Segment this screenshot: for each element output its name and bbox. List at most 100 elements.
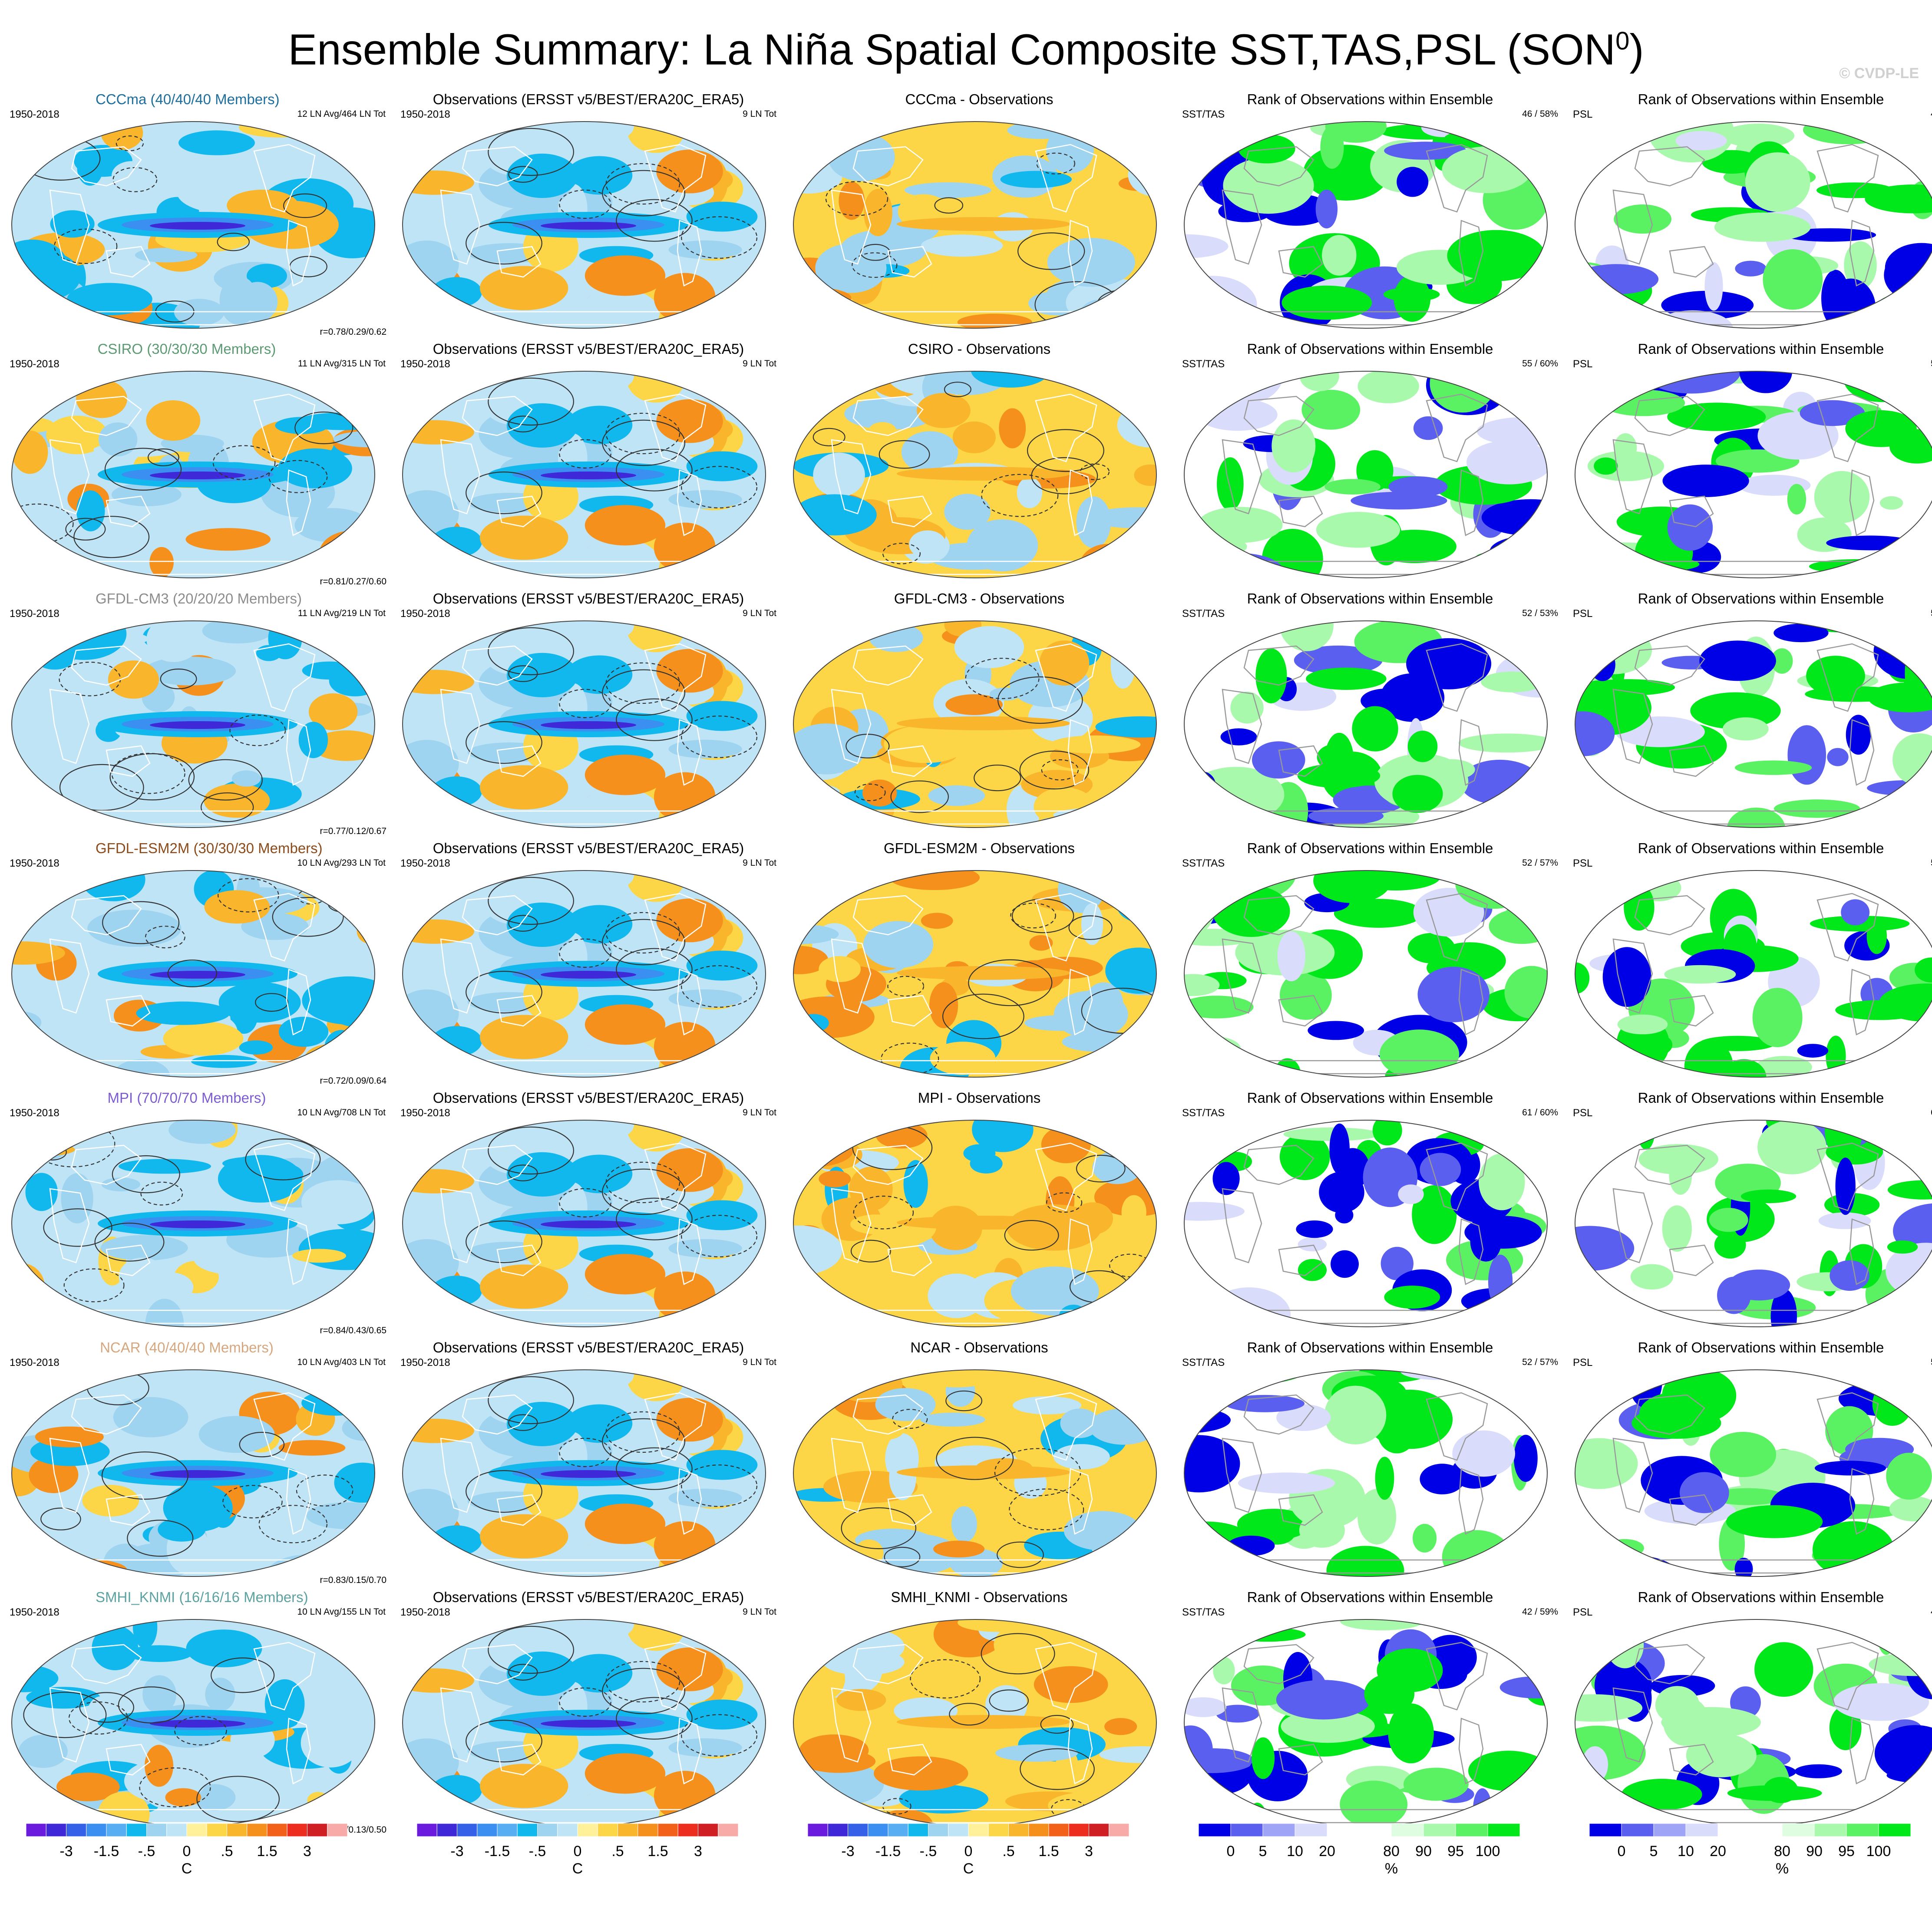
- difference-panel: CCCma - Observations: [786, 91, 1172, 341]
- observations-map: [402, 370, 766, 579]
- rank-cell: [1277, 931, 1305, 982]
- anomaly-patch: [585, 755, 666, 795]
- coastline: [286, 220, 311, 287]
- rank-cell: [1887, 1240, 1918, 1254]
- psl-contour: [841, 1507, 917, 1550]
- psl-contour: [174, 1716, 227, 1746]
- anomaly-patch: [905, 182, 991, 198]
- rank-cell: [1331, 1250, 1359, 1278]
- anomaly-patch: [917, 393, 971, 428]
- psl-contour: [258, 1505, 328, 1543]
- anomaly-patch: [566, 1654, 633, 1693]
- psl-contour: [997, 676, 1083, 724]
- anomaly-patch: [1095, 716, 1156, 738]
- psl-contour: [79, 1692, 135, 1723]
- anomaly-patch: [587, 1619, 634, 1639]
- anomaly-patch: [37, 1309, 63, 1327]
- rank-cell: [1406, 638, 1492, 689]
- psl-contour: [109, 753, 195, 801]
- psl-contour: [1076, 1154, 1126, 1183]
- psl-contour: [1081, 988, 1156, 1034]
- psl-contour: [488, 1626, 575, 1674]
- psl-contour: [602, 170, 686, 217]
- anomaly-patch: [686, 1699, 758, 1730]
- rank-sst-map: [1184, 870, 1548, 1078]
- anomaly-patch: [654, 772, 716, 822]
- anomaly-patch: [146, 400, 201, 441]
- coastline: [496, 1244, 542, 1276]
- psl-contour: [616, 199, 693, 242]
- anomaly-patch: [839, 181, 865, 220]
- psl-contour: [488, 877, 575, 925]
- coastline: [887, 246, 932, 278]
- rank-psl-percent: 47%: [1931, 1606, 1932, 1618]
- la-nina-count: 10 LN Avg/155 LN Tot: [297, 1607, 386, 1617]
- model-sst-map: [11, 371, 375, 578]
- model-sst-map: [11, 620, 375, 828]
- rank-title: Rank of Observations within Ensemble: [1247, 840, 1493, 856]
- psl-contour: [681, 965, 758, 1008]
- coastline: [106, 246, 151, 278]
- psl-contour: [73, 516, 150, 558]
- difference-map: [793, 121, 1157, 329]
- psl-contour: [43, 1208, 112, 1247]
- rank-sst-panel: Rank of Observations within Ensemble SST/…: [1177, 1090, 1563, 1339]
- colorbar-tick-label: 1.5: [647, 1843, 668, 1860]
- coastline: [253, 893, 316, 962]
- colorbar-swatch: [827, 1823, 848, 1837]
- anomaly-patch: [12, 150, 39, 167]
- psl-contour: [508, 1664, 538, 1681]
- psl-contour: [201, 792, 254, 822]
- anomaly-patch: [191, 1055, 257, 1068]
- coastline: [1634, 1144, 1705, 1185]
- colorbar-tick-label: 0: [1618, 1843, 1626, 1860]
- enso-cold-tongue: [150, 472, 245, 479]
- anomaly-patch: [736, 789, 766, 828]
- rank-cell: [1889, 1125, 1932, 1153]
- anomaly-patch: [108, 660, 159, 699]
- rank-psl-panel: Rank of Observations within Ensemble PSL 4…: [1568, 1589, 1932, 1839]
- rank-cell: [1271, 419, 1316, 473]
- psl-contour: [23, 1692, 107, 1738]
- rank-cell: [1605, 1555, 1637, 1576]
- model-members-title: GFDL-ESM2M (30/30/30 Members): [96, 840, 323, 856]
- colorbar-swatch: [537, 1823, 558, 1837]
- rank-cell: [1594, 457, 1618, 475]
- rank-cell: [1340, 1619, 1424, 1631]
- rank-cell: [1578, 1031, 1603, 1077]
- difference-sst-map: [793, 1369, 1157, 1577]
- anomaly-patch: [585, 1753, 666, 1794]
- anomaly-patch: [656, 1148, 723, 1192]
- anomaly-patch: [566, 156, 633, 195]
- rank-cell: [1276, 1404, 1331, 1431]
- rank-cell: [1225, 1395, 1305, 1412]
- anomaly-patch: [863, 189, 892, 236]
- colorbar-tick-label: 20: [1319, 1843, 1335, 1860]
- rank-cell: [1774, 799, 1860, 818]
- rank-sst-percent: 52 / 53%: [1522, 608, 1558, 618]
- rank-psl-percent: 55%: [1931, 358, 1932, 369]
- psl-contour: [466, 472, 542, 514]
- rank-cell: [1316, 512, 1400, 548]
- rank-cell: [1726, 1505, 1823, 1538]
- model-members-title: CSIRO (30/30/30 Members): [97, 341, 276, 357]
- model-map: [11, 1119, 376, 1328]
- anomaly-patch: [135, 247, 197, 263]
- anomaly-patch: [506, 1651, 578, 1696]
- anomaly-patch: [1039, 640, 1090, 686]
- rank-cell: [1306, 667, 1387, 690]
- anomaly-patch: [710, 371, 766, 398]
- observations-map: [402, 620, 766, 828]
- colorbar-tick-label: -1.5: [94, 1843, 119, 1860]
- coastline: [496, 495, 542, 528]
- anomaly-patch: [178, 130, 255, 155]
- anomaly-patch: [686, 950, 758, 981]
- coastline: [852, 895, 924, 936]
- la-nina-count: 11 LN Avg/315 LN Tot: [298, 359, 386, 369]
- psl-contour: [54, 228, 118, 264]
- model-composite-panel: GFDL-ESM2M (30/30/30 Members) 1950-2018 10…: [4, 840, 391, 1090]
- temp-colorbar-col2: -3 -1.5 -.5 0 .5 1.5 3 C: [413, 1819, 743, 1884]
- coastline: [1816, 1142, 1879, 1211]
- psl-contour: [466, 1220, 542, 1263]
- rank-cell: [1452, 1430, 1516, 1477]
